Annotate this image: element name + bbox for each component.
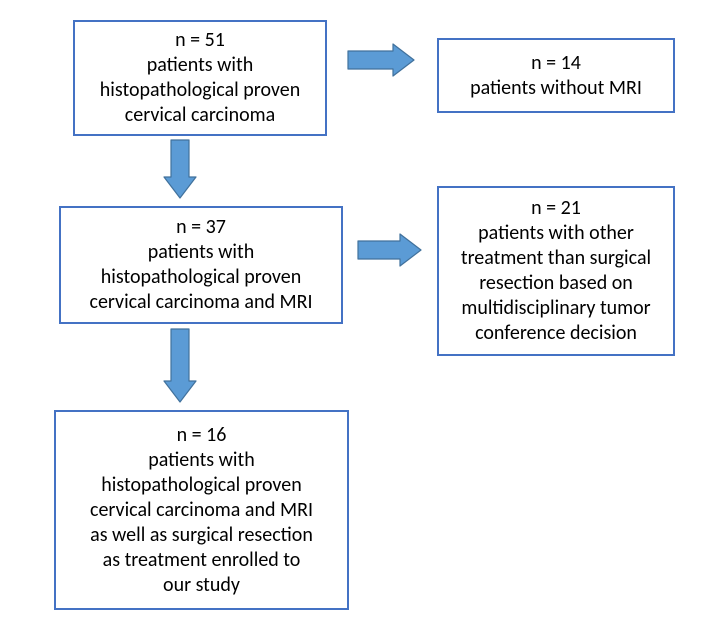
node-text-line: histopathological proven bbox=[101, 265, 301, 290]
node-a: n = 51patients withhistopathological pro… bbox=[73, 20, 327, 136]
node-text-line: histopathological proven bbox=[100, 78, 300, 103]
node-text-line: cervical carcinoma bbox=[125, 103, 275, 128]
node-text-line: resection based on bbox=[479, 271, 633, 296]
node-d: n = 21patients with othertreatment than … bbox=[437, 186, 675, 356]
node-text-line: patients with bbox=[148, 240, 254, 265]
node-text-line: patients without MRI bbox=[470, 76, 642, 101]
arrow-c-to-d bbox=[357, 233, 422, 267]
arrow-c-to-e bbox=[163, 328, 197, 403]
node-text-line: n = 21 bbox=[531, 196, 581, 221]
arrow-a-to-c bbox=[163, 139, 197, 199]
node-text-line: as treatment enrolled to bbox=[103, 548, 301, 573]
node-text-line: n = 16 bbox=[177, 423, 227, 448]
node-text-line: as well as surgical resection bbox=[90, 523, 313, 548]
node-text-line: cervical carcinoma and MRI bbox=[90, 498, 313, 523]
node-text-line: cervical carcinoma and MRI bbox=[89, 290, 312, 315]
node-text-line: patients with bbox=[148, 448, 254, 473]
node-text-line: n = 14 bbox=[531, 51, 581, 76]
node-text-line: histopathological proven bbox=[101, 473, 301, 498]
node-e: n = 16patients withhistopathological pro… bbox=[54, 410, 349, 610]
node-text-line: patients with other bbox=[478, 221, 634, 246]
arrow-a-to-b bbox=[347, 43, 415, 77]
node-text-line: our study bbox=[163, 573, 240, 598]
node-text-line: n = 51 bbox=[175, 28, 225, 53]
node-text-line: n = 37 bbox=[176, 215, 226, 240]
node-c: n = 37patients withhistopathological pro… bbox=[59, 206, 343, 324]
node-b: n = 14patients without MRI bbox=[437, 38, 675, 113]
node-text-line: patients with bbox=[147, 53, 253, 78]
node-text-line: multidisciplinary tumor bbox=[461, 296, 650, 321]
node-text-line: conference decision bbox=[475, 321, 637, 346]
node-text-line: treatment than surgical bbox=[461, 246, 651, 271]
